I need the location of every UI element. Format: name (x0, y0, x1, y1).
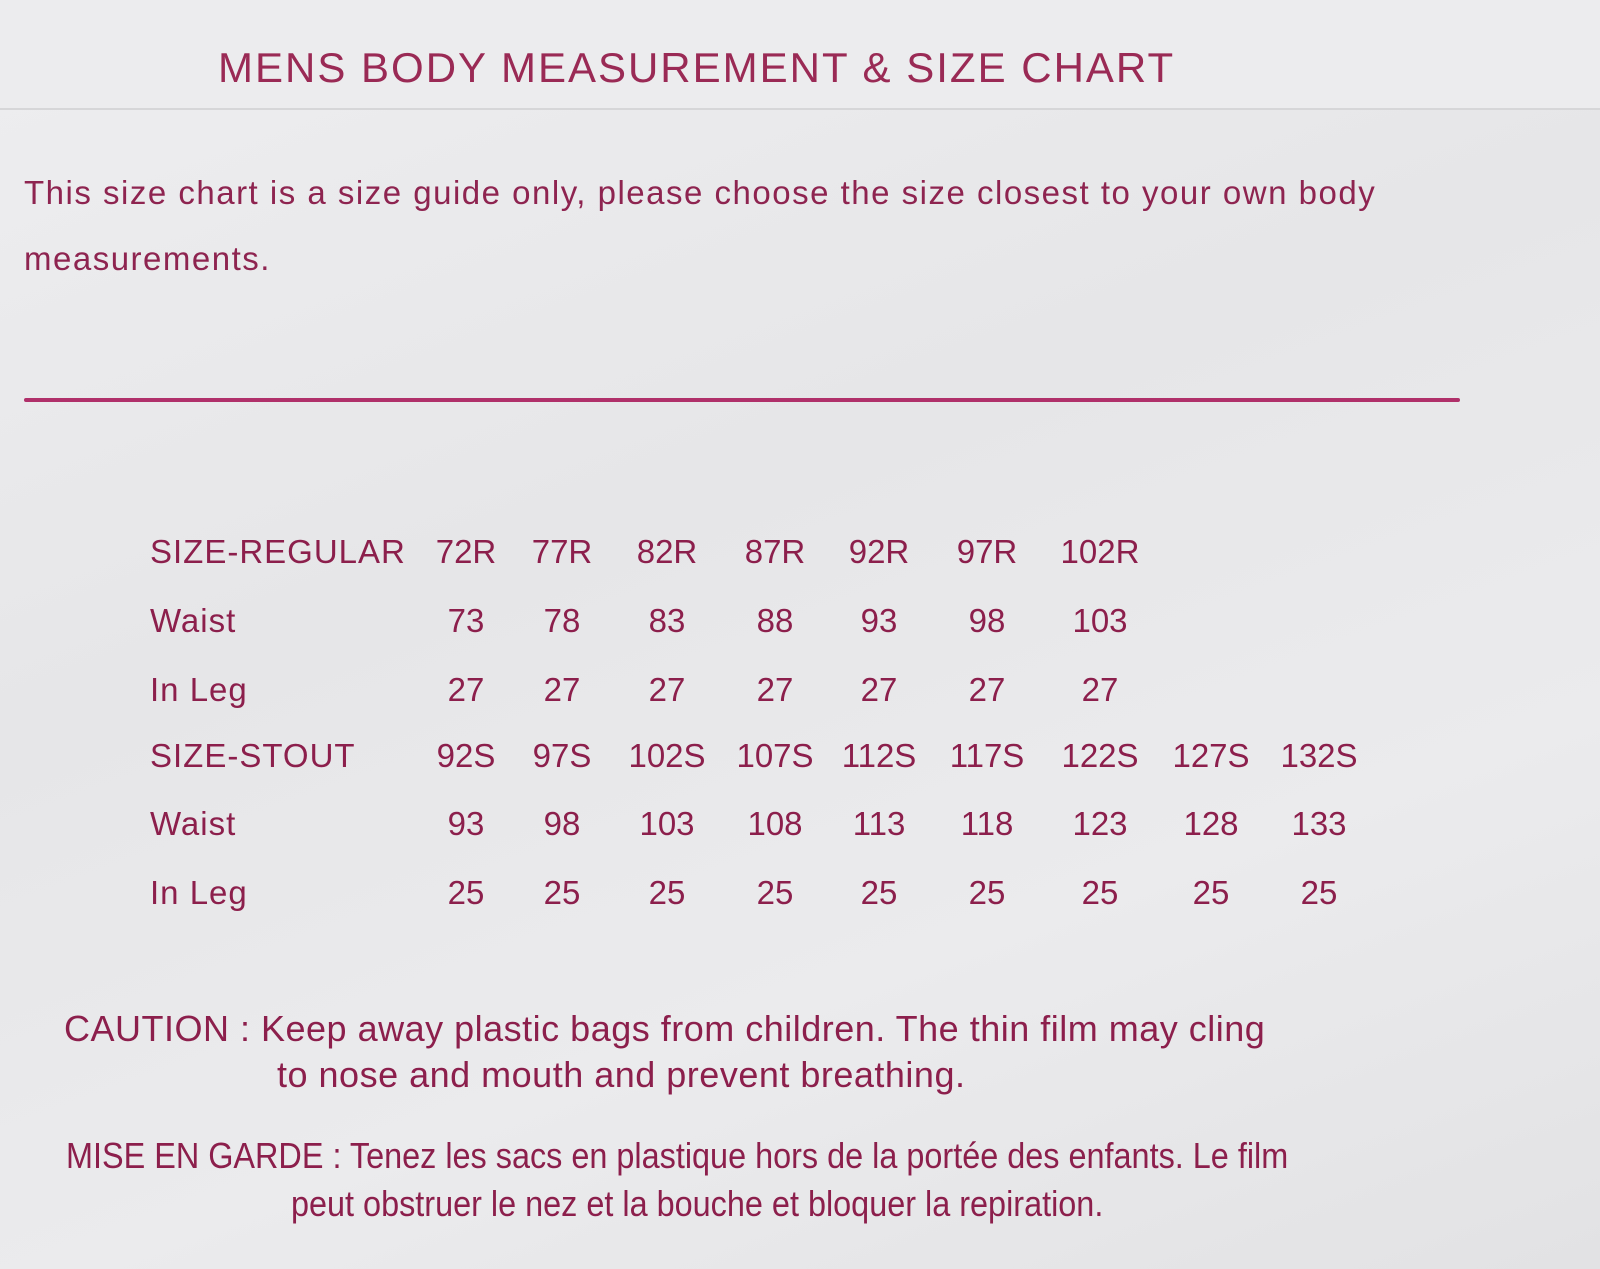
size-stout-cell: 92S (436, 737, 496, 774)
stout-inleg-cell: 25 (1192, 874, 1230, 911)
size-stout-cell: 112S (841, 737, 917, 774)
regular-waist-label: Waist (150, 602, 237, 639)
size-stout-cell: 97S (532, 737, 592, 774)
regular-inleg-cell: 27 (543, 671, 581, 708)
stout-inleg-cell: 25 (447, 874, 485, 911)
regular-waist-cell: 93 (860, 602, 898, 639)
stout-inleg-cell: 25 (756, 874, 794, 911)
regular-inleg-cell: 27 (860, 671, 898, 708)
size-stout-label: SIZE-STOUT (150, 737, 356, 774)
size-regular-label: SIZE-REGULAR (150, 533, 406, 570)
stout-inleg-cell: 25 (543, 874, 581, 911)
stout-waist-cell: 98 (543, 805, 581, 842)
size-regular-cell: 97R (956, 533, 1018, 570)
regular-inleg-cell: 27 (447, 671, 485, 708)
chart-title: MENS BODY MEASUREMENT & SIZE CHART (218, 44, 1176, 91)
top-band (0, 0, 1600, 110)
stout-waist-cell: 103 (639, 805, 695, 842)
regular-inleg-cell: 27 (648, 671, 686, 708)
size-regular-cell: 82R (636, 533, 698, 570)
stout-inleg-cell: 25 (1081, 874, 1119, 911)
size-stout-cell: 107S (736, 737, 814, 774)
stout-waist-cell: 123 (1072, 805, 1128, 842)
regular-waist-cell: 78 (543, 602, 581, 639)
stout-waist-cell: 108 (747, 805, 803, 842)
regular-waist-cell: 73 (447, 602, 485, 639)
stout-inleg-cell: 25 (968, 874, 1006, 911)
size-stout-cell: 132S (1280, 737, 1358, 774)
caution-notice: CAUTION : Keep away plastic bags from ch… (64, 1006, 1265, 1098)
size-regular-cell: 102R (1060, 533, 1140, 570)
size-stout-cell: 127S (1172, 737, 1250, 774)
divider-rule (24, 398, 1460, 402)
stout-waist-cell: 133 (1291, 805, 1347, 842)
size-regular-cell: 77R (531, 533, 593, 570)
regular-inleg-cell: 27 (756, 671, 794, 708)
stout-inleg-label: In Leg (150, 874, 248, 911)
size-stout-cell: 122S (1061, 737, 1139, 774)
stout-waist-cell: 113 (852, 805, 906, 842)
regular-waist-cell: 83 (648, 602, 686, 639)
size-stout-cell: 102S (628, 737, 706, 774)
regular-waist-cell: 88 (756, 602, 794, 639)
stout-waist-label: Waist (150, 805, 237, 842)
mise-line-2: peut obstruer le nez et la bouche et blo… (291, 1183, 1104, 1224)
size-regular-cell: 92R (848, 533, 910, 570)
regular-inleg-cell: 27 (1081, 671, 1119, 708)
size-regular-cell: 87R (744, 533, 806, 570)
caution-line-2: to nose and mouth and prevent breathing. (277, 1054, 966, 1095)
stout-waist-cell: 93 (447, 805, 485, 842)
regular-inleg-label: In Leg (150, 671, 248, 708)
size-stout-cell: 117S (949, 737, 1025, 774)
regular-waist-cell: 103 (1072, 602, 1128, 639)
intro-text: This size chart is a size guide only, pl… (24, 174, 1377, 277)
regular-waist-cell: 98 (968, 602, 1006, 639)
stout-inleg-cell: 25 (648, 874, 686, 911)
stout-inleg-cell: 25 (860, 874, 898, 911)
stout-waist-cell: 128 (1183, 805, 1239, 842)
stout-waist-cell: 118 (960, 805, 1014, 842)
size-regular-cell: 72R (435, 533, 497, 570)
stout-inleg-cell: 25 (1300, 874, 1338, 911)
mise-line-1: MISE EN GARDE : Tenez les sacs en plasti… (66, 1135, 1289, 1176)
mise-en-garde-notice: MISE EN GARDE : Tenez les sacs en plasti… (66, 1132, 1288, 1228)
caution-line-1: CAUTION : Keep away plastic bags from ch… (64, 1008, 1266, 1049)
regular-inleg-cell: 27 (968, 671, 1006, 708)
